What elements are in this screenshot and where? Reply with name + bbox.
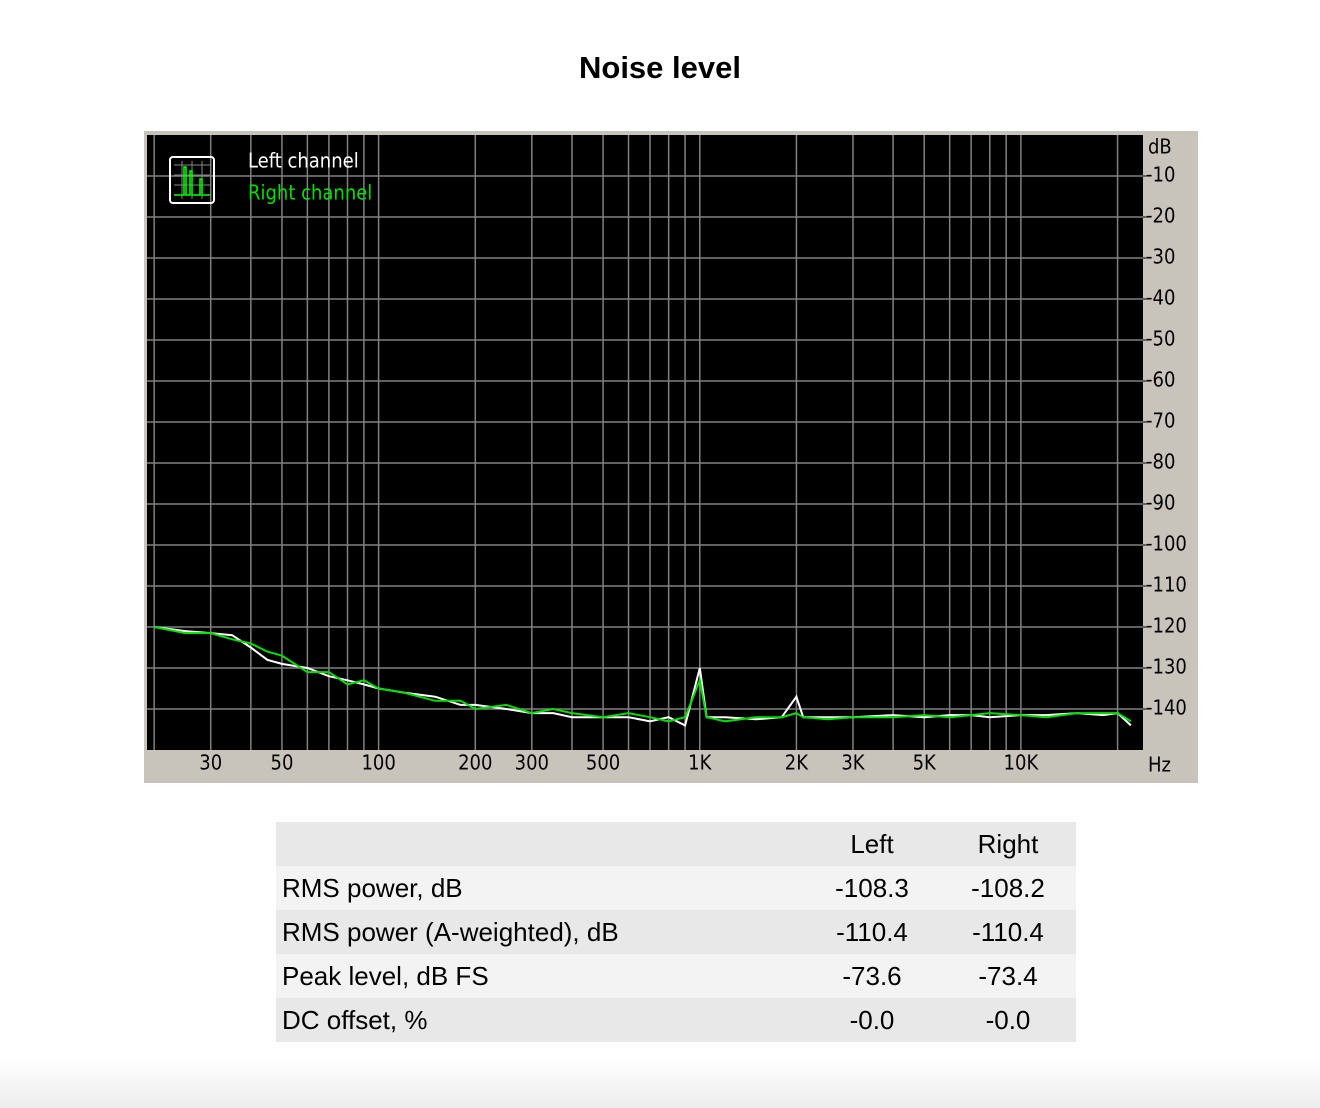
table-row: RMS power (A-weighted), dB -110.4 -110.4 [276,910,1076,954]
row-label: Peak level, dB FS [282,960,489,991]
x-tick-label: 3K [841,751,865,775]
x-tick-label: 300 [515,751,549,775]
cell-value: -73.4 [978,960,1038,991]
cell-value: -110.4 [972,916,1044,947]
cell-value: -110.4 [836,916,908,947]
y-axis-label: dB [1148,135,1172,159]
chart: Left channel Right channel dB Hz -10 -20 -… [144,131,1198,783]
y-tick-label: -50 [1146,327,1175,351]
y-tick-label: -40 [1146,286,1175,310]
legend-label: Right channel [248,181,372,205]
x-tick-label: 200 [458,751,492,775]
x-tick-label: 10K [1004,751,1040,775]
y-tick-label: -110 [1146,573,1187,597]
cell-value: -108.2 [971,872,1045,903]
cell-value: -73.6 [842,960,902,991]
x-tick-label: 2K [785,751,809,775]
x-axis-label: Hz [1148,753,1171,777]
plot-area [147,135,1143,750]
results-table: Left Right RMS power, dB -108.3 -108.2 RMS po… [276,822,1076,1042]
legend-icon [169,156,215,204]
series-line [154,626,1132,723]
x-tick-label: 100 [361,751,395,775]
table-row: Peak level, dB FS -73.6 -73.4 [276,954,1076,998]
y-tick-label: -90 [1146,491,1175,515]
table-row: DC offset, % -0.0 -0.0 [276,998,1076,1042]
table-header-row: Left Right [276,822,1076,866]
column-header: Right [977,828,1039,859]
y-tick-label: -140 [1146,696,1187,720]
y-tick-label: -30 [1146,245,1175,269]
y-tick-label: -10 [1146,163,1175,187]
cell-value: -0.0 [849,1004,895,1035]
y-tick-label: -70 [1146,409,1175,433]
page-title: Noise level [579,50,741,85]
x-tick-label: 50 [271,751,294,775]
row-label: RMS power, dB [282,872,463,903]
y-tick-label: -120 [1146,614,1187,638]
x-tick-label: 1K [688,751,712,775]
x-tick-label: 500 [586,751,620,775]
y-tick-label: -20 [1146,204,1175,228]
header-cell [276,822,804,866]
row-label: DC offset, % [282,1004,428,1035]
y-tick-label: -80 [1146,450,1175,474]
table-row: RMS power, dB -108.3 -108.2 [276,866,1076,910]
cell-value: -108.3 [835,872,909,903]
legend-label: Left channel [248,149,359,173]
y-tick-label: -130 [1146,655,1187,679]
row-label: RMS power (A-weighted), dB [282,916,619,947]
footer-shade [0,1058,1320,1108]
column-header: Left [850,828,894,859]
cell-value: -0.0 [985,1004,1031,1035]
x-tick-label: 5K [913,751,937,775]
x-tick-label: 30 [199,751,222,775]
y-tick-label: -60 [1146,368,1175,392]
y-tick-label: -100 [1146,532,1187,556]
